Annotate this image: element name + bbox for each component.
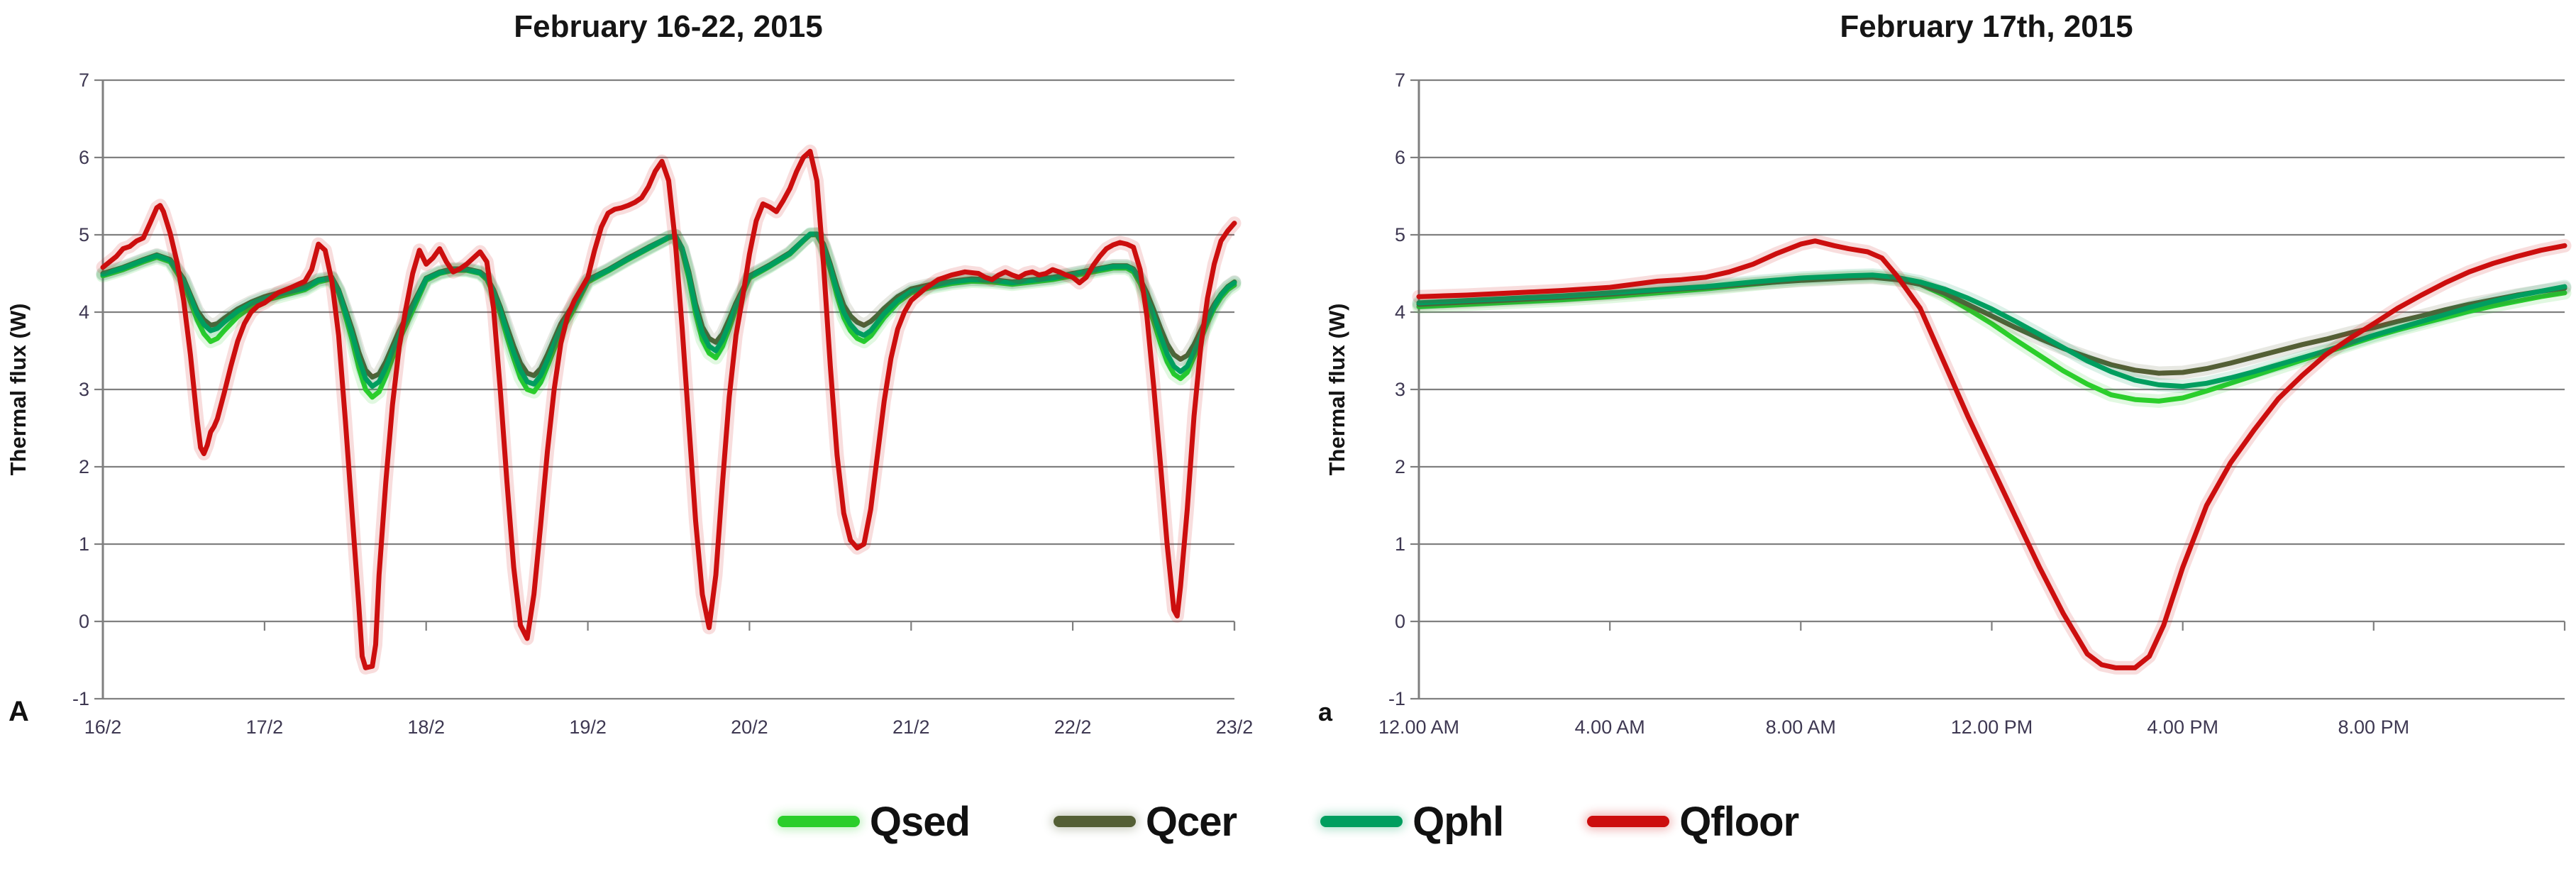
legend-item-qsed: Qsed [777,798,971,846]
x-tick-label: 23/2 [1216,716,1254,738]
y-tick-label: 4 [1395,301,1405,323]
x-tick-label: 8.00 PM [2338,716,2410,738]
legend-swatch-qphl [1320,816,1403,827]
legend-label: Qcer [1145,798,1237,845]
y-tick-label: 4 [79,301,89,323]
y-tick-label: 7 [1395,70,1405,91]
legend-swatch-qfloor [1587,816,1670,827]
chart-title: February 17th, 2015 [1840,9,2133,44]
y-tick-label: 0 [1395,611,1405,632]
legend-swatch-qcer [1053,816,1136,827]
series-line-qphl [1416,272,2567,389]
x-tick-label: 19/2 [569,716,607,738]
x-tick-label: 4.00 PM [2147,716,2218,738]
series-glow-qfloor [96,144,1242,675]
y-axis-title: Thermal flux (W) [6,304,31,476]
series-line-qphl [100,231,1237,389]
y-tick-label: 1 [1395,533,1405,555]
y-tick-label: 2 [1395,456,1405,477]
x-tick-label: 12.00 PM [1951,716,2033,738]
x-tick-label: 18/2 [407,716,445,738]
legend-label: Qsed [869,798,971,845]
chart-day-feb17: 7 6 5 4 3 2 1 0 -1 12.00 AM 4.00 AM 8.00 AM 12.00 PM… [1318,9,2572,738]
legend-swatch-qsed [777,816,860,827]
series-glow-qsed [96,228,1242,404]
y-tick-label: 3 [1395,379,1405,400]
y-tick-label: 7 [79,70,89,91]
chart-week-feb16-22: 7 6 5 4 3 2 1 0 -1 16/2 17/2 18/2 19/2 20/2 21/2 22/2 23… [6,9,1254,738]
y-tick-label: 1 [79,533,89,555]
legend-label: Qphl [1413,798,1504,845]
legend-item-qphl: Qphl [1320,798,1504,846]
chart-title: February 16-22, 2015 [514,9,822,44]
series-line-qcer [100,231,1237,380]
y-tick-label: 2 [79,456,89,477]
x-tick-label: 16/2 [84,716,122,738]
y-tick-label: -1 [72,688,89,709]
x-tick-label: 12.00 AM [1378,716,1459,738]
y-tick-label: 6 [1395,147,1405,168]
series-line-qsed [100,232,1237,400]
x-tick-label: 21/2 [892,716,930,738]
series-line-qfloor [1416,238,2567,670]
series-line-qfloor [100,148,1237,670]
y-tick-label: 0 [79,611,89,632]
y-tick-label: -1 [1388,688,1405,709]
panel-label: A [9,696,29,727]
legend-item-qfloor: Qfloor [1587,798,1799,846]
x-tick-label: 4.00 AM [1575,716,1645,738]
x-tick-label: 20/2 [731,716,768,738]
x-tick-label: 22/2 [1054,716,1092,738]
legend-label: Qfloor [1679,798,1799,845]
x-tick-label: 17/2 [246,716,284,738]
legend: Qsed Qcer Qphl Qfloor [0,786,2576,857]
series-glow-qcer [96,227,1242,384]
series-glow-qphl [96,227,1242,394]
panel-label: a [1318,697,1333,726]
x-tick-label: 8.00 AM [1766,716,1836,738]
y-tick-label: 3 [79,379,89,400]
y-tick-label: 5 [1395,224,1405,245]
legend-item-qcer: Qcer [1053,798,1237,846]
y-axis-title: Thermal flux (W) [1325,304,1349,476]
y-tick-label: 5 [79,224,89,245]
y-tick-label: 6 [79,147,89,168]
